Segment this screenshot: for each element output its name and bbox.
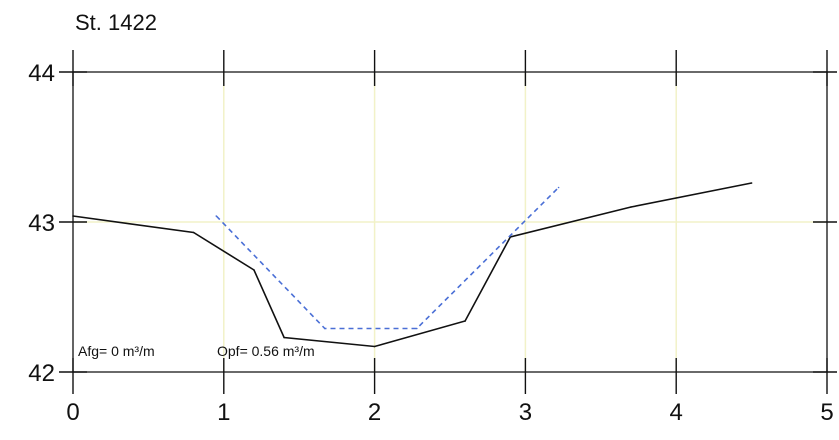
terrain-profile-point [630, 206, 632, 208]
dashed-profile-point [215, 215, 218, 217]
chart-title: St. 1422 [75, 10, 157, 35]
terrain-profile-point [464, 320, 466, 322]
terrain-profile-point [283, 336, 285, 339]
y-tick-label: 42 [28, 360, 55, 387]
tick-label-layer: 0 1 2 3 4 5 42 43 44 [28, 60, 833, 426]
dashed-profile-point [557, 186, 560, 189]
x-tick-label: 3 [519, 399, 532, 426]
dashed-profile-point [324, 327, 326, 330]
x-tick-label: 5 [820, 399, 833, 426]
x-tick-label: 1 [217, 399, 230, 426]
x-tick-label: 0 [66, 399, 79, 426]
x-tick-label: 2 [368, 399, 381, 426]
opf-annotation: Opf= 0.56 m³/m [217, 343, 315, 359]
axis-layer [59, 50, 837, 394]
terrain-profile-point [373, 345, 376, 348]
grid-layer [73, 72, 827, 372]
dashed-profile-point [416, 327, 418, 330]
terrain-profile-point [192, 231, 195, 234]
y-tick-label: 44 [28, 60, 55, 87]
y-tick-label: 43 [28, 210, 55, 237]
terrain-profile-line [72, 182, 752, 348]
afg-annotation: Afg= 0 m³/m [78, 343, 155, 359]
terrain-profile-point [253, 269, 255, 271]
x-tick-label: 4 [670, 399, 683, 426]
terrain-profile-point [750, 182, 753, 184]
dashed-profile-line [215, 186, 560, 330]
series-layer [72, 182, 753, 348]
